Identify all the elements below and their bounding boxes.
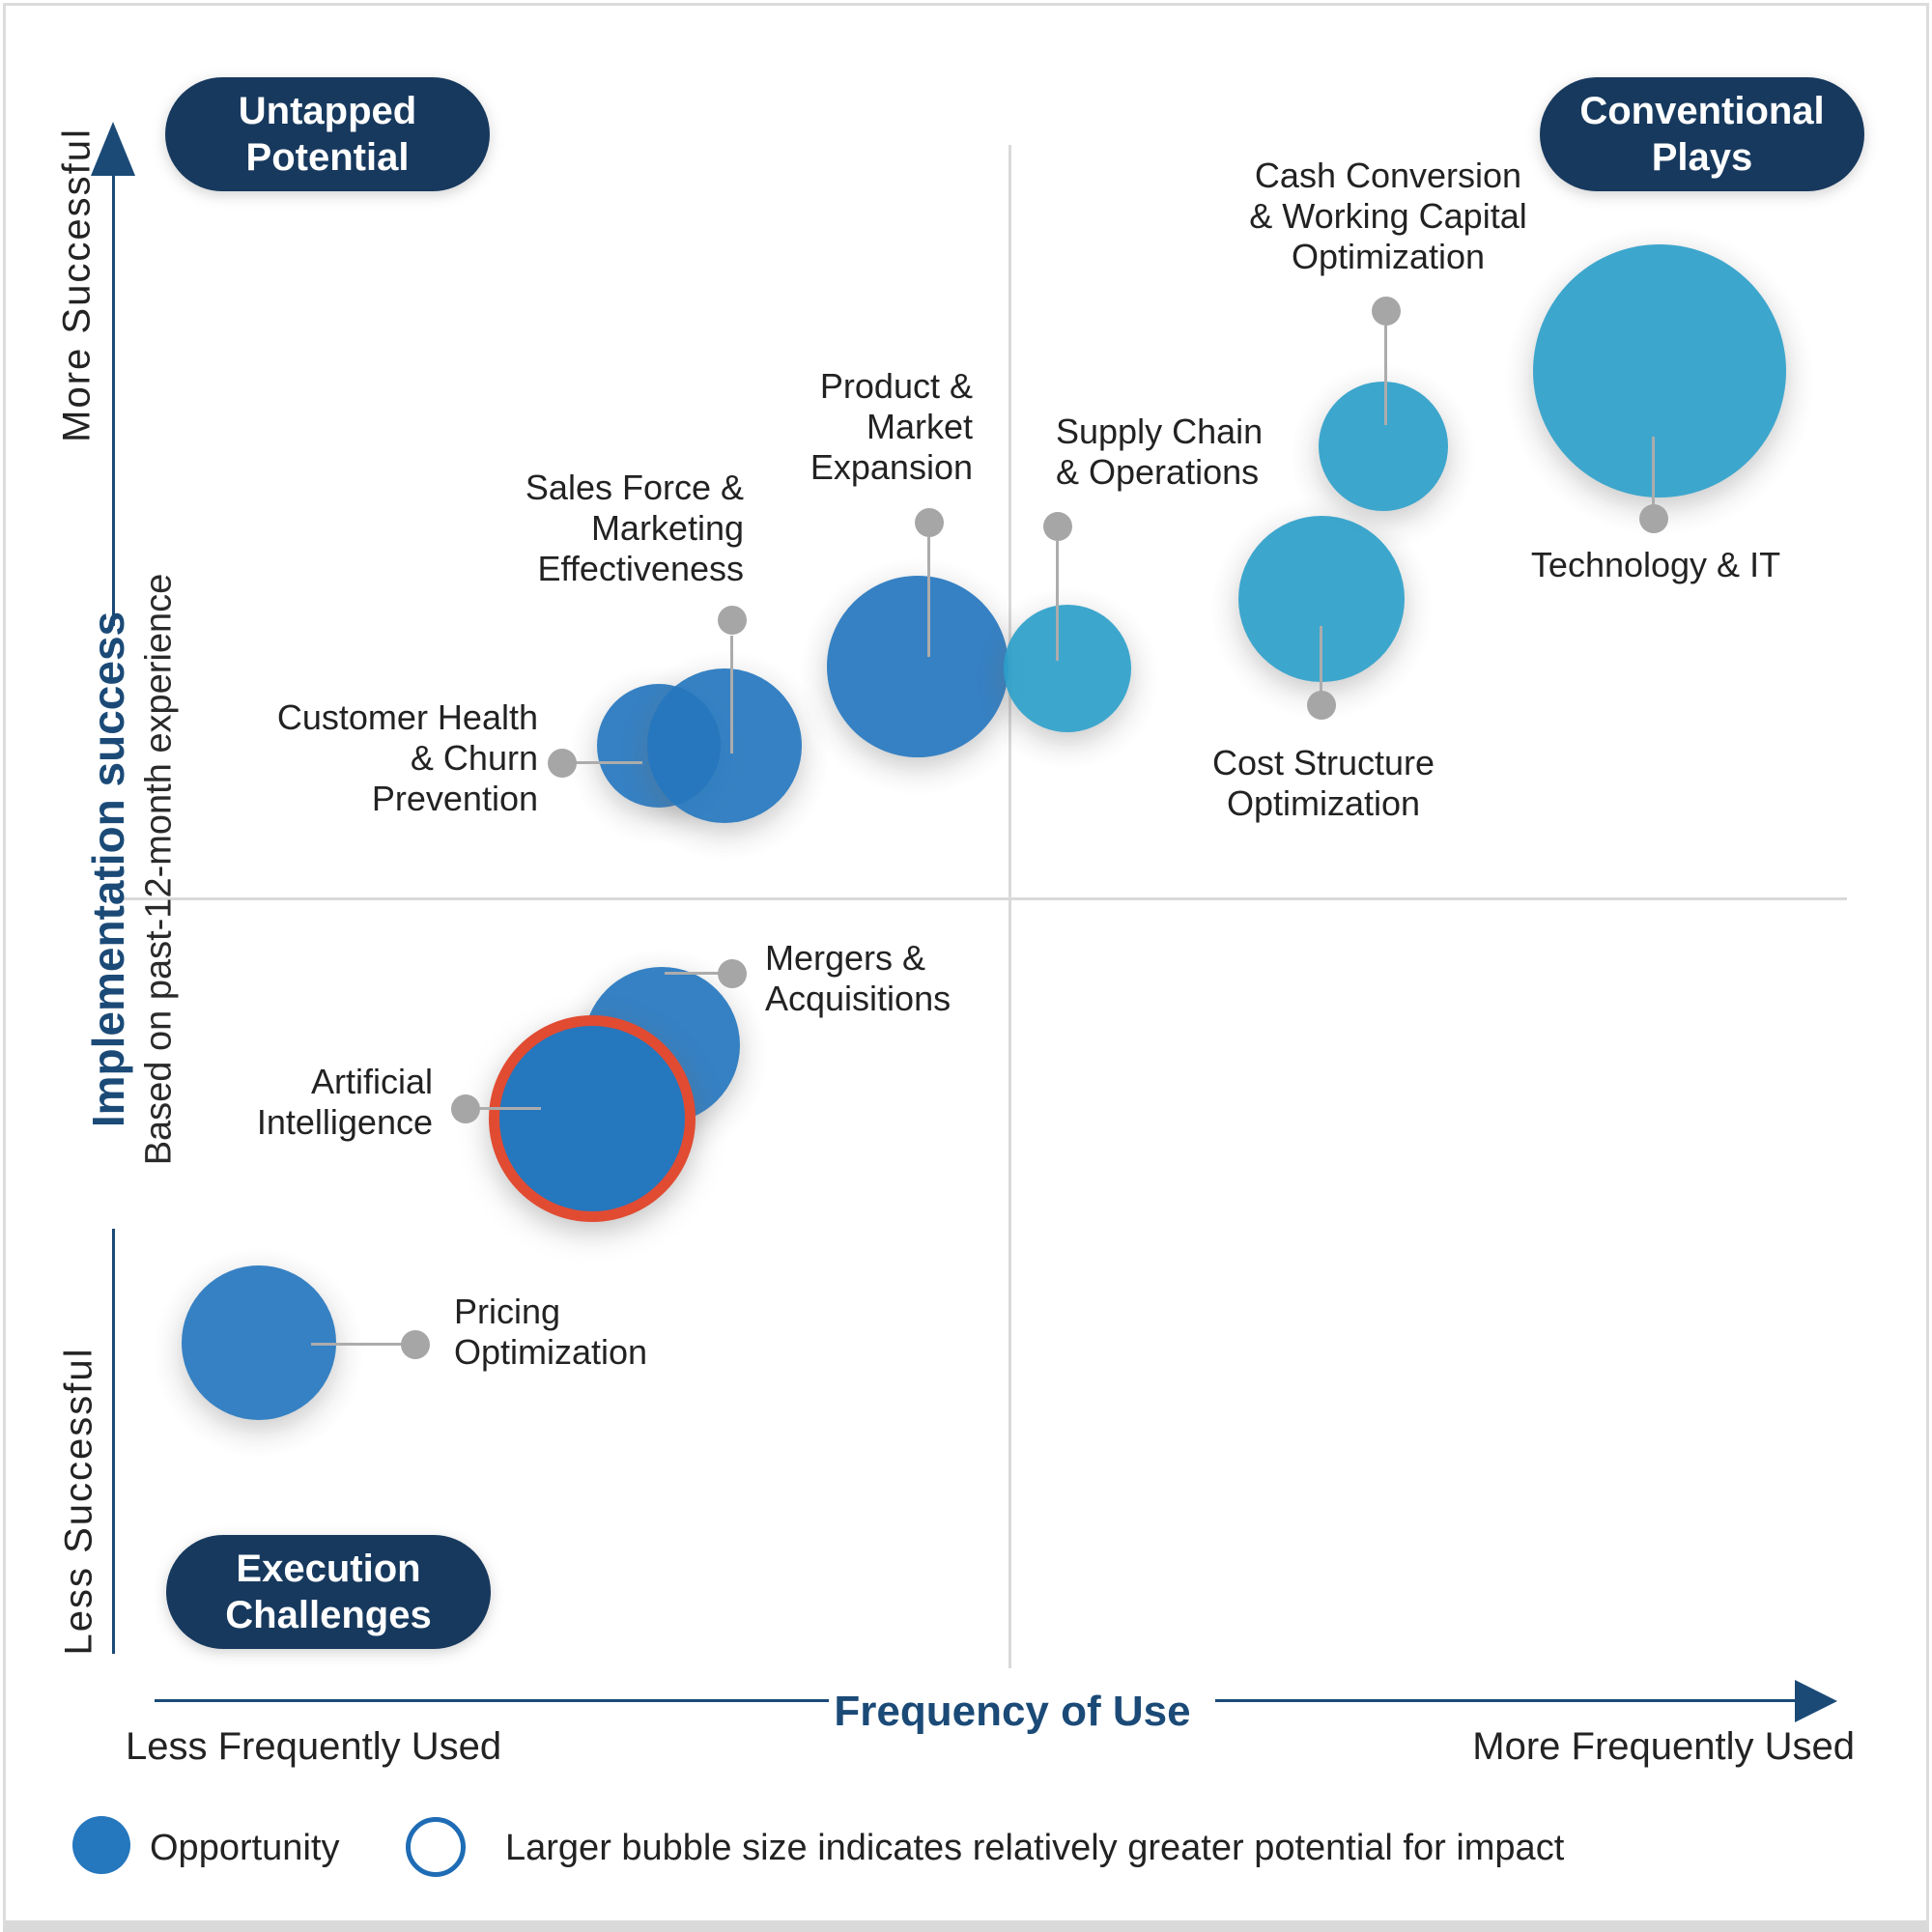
- label-line: Prevention: [371, 779, 538, 818]
- bubble-cash-conversion[interactable]: [1319, 382, 1448, 511]
- label-line: Acquisitions: [765, 979, 952, 1018]
- bubble-label-supply-chain: Supply Chain & Operations: [1056, 412, 1423, 493]
- leader-line-customer-health: [575, 761, 642, 764]
- bubble-label-artificial-intelligence: Artificial Intelligence: [143, 1062, 433, 1143]
- label-line: Mergers &: [765, 938, 926, 978]
- x-axis-title: Frequency of Use: [834, 1688, 1191, 1735]
- bubble-product-market[interactable]: [827, 576, 1009, 757]
- leader-dot-technology-it: [1639, 504, 1668, 533]
- pill-line: Potential: [245, 136, 410, 179]
- x-axis-line-left: [155, 1699, 829, 1702]
- label-line: Market: [866, 407, 973, 446]
- leader-line-cost-structure: [1320, 626, 1322, 692]
- x-axis-arrowhead-icon: [1795, 1680, 1837, 1722]
- label-line: Effectiveness: [537, 549, 744, 588]
- quadrant-pill-untapped-potential: Untapped Potential: [165, 77, 490, 191]
- bubble-label-product-market: Product & Market Expansion: [635, 366, 973, 488]
- y-axis-line-upper: [112, 172, 115, 626]
- bubble-label-pricing-optimization: Pricing Optimization: [454, 1292, 821, 1373]
- pill-line: Plays: [1651, 136, 1753, 179]
- label-line: Marketing: [590, 508, 744, 548]
- x-axis-right-label: More Frequently Used: [1472, 1725, 1855, 1768]
- label-line: Cash Conversion: [1254, 156, 1522, 195]
- leader-dot-cost-structure: [1307, 691, 1336, 720]
- leader-line-supply-chain: [1056, 541, 1059, 661]
- bubble-supply-chain[interactable]: [1004, 605, 1131, 732]
- label-line: Optimization: [1226, 783, 1421, 823]
- label-line: Pricing: [454, 1292, 561, 1331]
- pill-line: Challenges: [225, 1594, 432, 1636]
- pill-line: Execution: [236, 1548, 421, 1590]
- label-line: Artificial: [310, 1062, 433, 1101]
- horizontal-quadrant-divider: [121, 897, 1847, 900]
- bubble-label-cash-conversion: Cash Conversion & Working Capital Optimiza…: [1176, 156, 1601, 277]
- quadrant-pill-execution-challenges: Execution Challenges: [166, 1535, 491, 1649]
- bubble-label-customer-health: Customer Health & Churn Prevention: [200, 697, 538, 819]
- legend-opportunity-dot-icon: [72, 1816, 130, 1874]
- bubble-label-sales-force: Sales Force & Marketing Effectiveness: [406, 468, 744, 589]
- legend-bubble-size-ring-icon: [406, 1817, 466, 1877]
- bubble-label-technology-it: Technology & IT: [1463, 545, 1849, 585]
- leader-line-technology-it: [1652, 437, 1655, 506]
- leader-dot-cash-conversion: [1372, 297, 1401, 326]
- label-line: & Churn: [410, 738, 538, 778]
- label-line: Optimization: [454, 1332, 648, 1372]
- label-line: Cost Structure: [1211, 743, 1435, 782]
- y-axis-bottom-label: Less Successful: [57, 1347, 100, 1656]
- label-line: & Operations: [1056, 452, 1260, 492]
- leader-dot-artificial-intelligence: [451, 1094, 480, 1123]
- x-axis-line-right: [1215, 1699, 1799, 1702]
- label-line: Expansion: [810, 447, 973, 487]
- y-axis-arrowhead-icon: [91, 122, 135, 176]
- label-line: Customer Health: [276, 697, 538, 737]
- y-axis-line-lower: [112, 1229, 115, 1654]
- leader-line-sales-force: [730, 636, 733, 753]
- leader-dot-supply-chain: [1043, 512, 1072, 541]
- leader-dot-sales-force: [718, 606, 747, 635]
- label-line: Optimization: [1291, 237, 1486, 276]
- bubble-pricing-optimization[interactable]: [182, 1265, 336, 1420]
- pill-line: Untapped: [238, 90, 417, 132]
- label-line: & Working Capital: [1249, 196, 1527, 236]
- vertical-quadrant-divider: [1009, 145, 1011, 1668]
- x-axis-left-label: Less Frequently Used: [126, 1725, 502, 1768]
- leader-line-mergers-acquisitions: [665, 972, 719, 975]
- label-line: Supply Chain: [1056, 412, 1264, 451]
- bubble-sales-force[interactable]: [647, 668, 802, 823]
- bubble-technology-it[interactable]: [1533, 244, 1786, 497]
- bubble-label-cost-structure: Cost Structure Optimization: [1130, 743, 1517, 824]
- leader-line-product-market: [927, 537, 930, 657]
- leader-line-cash-conversion: [1384, 326, 1387, 425]
- bubble-artificial-intelligence[interactable]: [489, 1015, 696, 1222]
- bubble-label-mergers-acquisitions: Mergers & Acquisitions: [765, 938, 1132, 1019]
- legend-opportunity-label: Opportunity: [150, 1828, 340, 1868]
- legend-size-note: Larger bubble size indicates relatively …: [505, 1828, 1565, 1868]
- label-line: Product &: [819, 366, 973, 406]
- leader-dot-mergers-acquisitions: [718, 959, 747, 988]
- label-line: Sales Force &: [525, 468, 744, 507]
- label-line: Intelligence: [256, 1102, 433, 1142]
- quadrant-pill-conventional-plays: Conventional Plays: [1540, 77, 1864, 191]
- legend: Opportunity Larger bubble size indicates…: [0, 1804, 1932, 1891]
- leader-line-artificial-intelligence: [480, 1107, 541, 1110]
- label-line: Technology & IT: [1530, 545, 1781, 584]
- y-axis-top-label: More Successful: [55, 128, 99, 442]
- y-axis-title: Implementation success: [83, 611, 133, 1128]
- leader-line-pricing-optimization: [311, 1343, 402, 1346]
- leader-dot-product-market: [915, 508, 944, 537]
- leader-dot-customer-health: [548, 749, 577, 778]
- leader-dot-pricing-optimization: [401, 1330, 430, 1359]
- pill-line: Conventional: [1579, 90, 1825, 132]
